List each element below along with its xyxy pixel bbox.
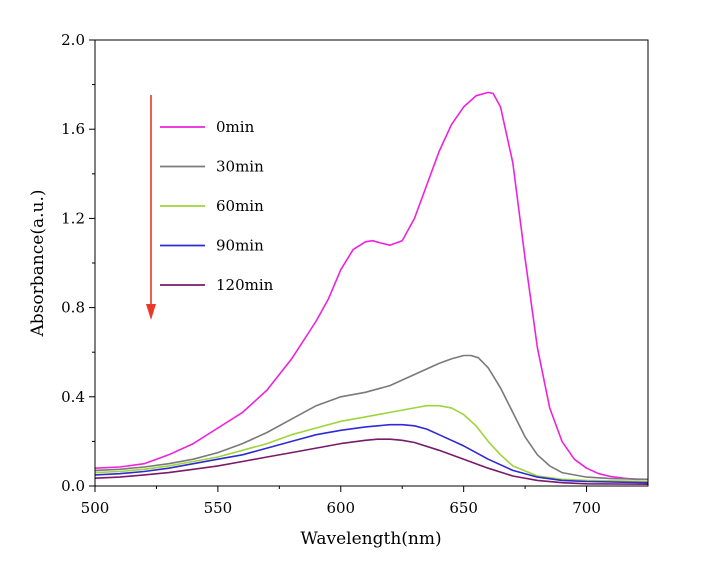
plot-series <box>94 91 649 485</box>
trend-arrow <box>146 95 156 320</box>
y-tick-label: 0.8 <box>61 299 85 317</box>
x-axis-title: Wavelength(nm) <box>300 529 441 549</box>
plot-border <box>94 39 649 487</box>
y-tick-label: 0.0 <box>61 477 85 495</box>
y-tick-label: 1.6 <box>61 120 85 138</box>
legend-label-60min: 60min <box>216 197 264 215</box>
series-line-60min <box>94 404 649 483</box>
x-tick-label: 600 <box>326 499 355 517</box>
legend: 0min 30min 60min 90min 120min <box>160 118 274 294</box>
y-tick-label: 2.0 <box>61 31 85 49</box>
legend-label-90min: 90min <box>216 237 264 255</box>
x-tick-label: 500 <box>81 499 110 517</box>
series-line-90min <box>94 423 649 484</box>
x-tick-label: 550 <box>204 499 233 517</box>
series-line-120min <box>94 438 649 485</box>
series-line-30min <box>94 354 649 481</box>
y-tick-label: 1.2 <box>61 209 85 227</box>
plot-frame <box>94 39 649 487</box>
y-tick-label: 0.4 <box>61 388 85 406</box>
y-axis-ticks: 0.0 0.4 0.8 1.2 1.6 2.0 <box>61 31 95 495</box>
arrow-head <box>146 304 156 320</box>
legend-label-30min: 30min <box>216 158 264 176</box>
x-tick-label: 650 <box>449 499 478 517</box>
x-tick-label: 700 <box>572 499 601 517</box>
legend-label-0min: 0min <box>216 118 255 136</box>
series-line-0min <box>94 91 648 481</box>
legend-label-120min: 120min <box>216 276 274 294</box>
y-axis-title: Absorbance(a.u.) <box>28 190 48 338</box>
x-axis-ticks: 500 550 600 650 700 <box>81 486 601 517</box>
